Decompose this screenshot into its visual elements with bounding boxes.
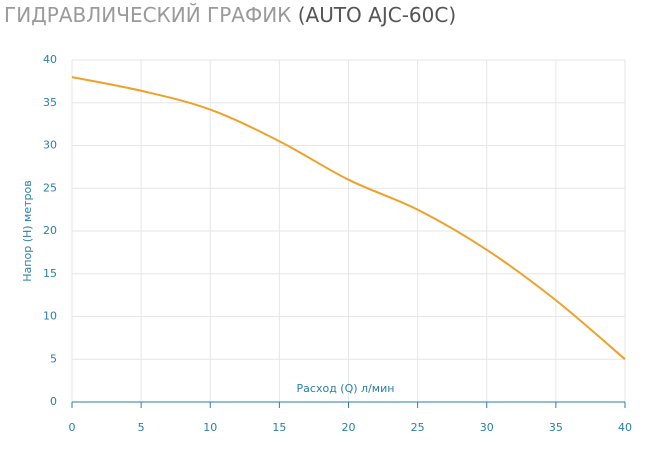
y-tick-label: 10 [43,310,57,323]
y-tick-label: 30 [43,139,57,152]
x-tick-label: 35 [549,421,563,434]
y-tick-label: 35 [43,96,57,109]
y-tick-label: 0 [50,395,57,408]
x-tick-label: 30 [480,421,494,434]
y-axis-title: Напор (H) метров [21,180,34,281]
data-line [71,76,626,361]
y-tick-label: 5 [50,352,57,365]
chart-title: ГИДРАВЛИЧЕСКИЙ ГРАФИК (AUTO AJC-60C) [4,3,456,27]
x-tick-label: 25 [411,421,425,434]
x-tick-label: 15 [272,421,286,434]
x-tick-label: 40 [618,421,632,434]
y-tick-label: 25 [43,181,57,194]
title-model: (AUTO AJC-60C) [298,3,456,27]
y-tick-label: 20 [43,224,57,237]
x-tick-label: 0 [69,421,76,434]
x-tick-label: 10 [203,421,217,434]
title-main: ГИДРАВЛИЧЕСКИЙ ГРАФИК [4,3,291,27]
y-tick-label: 15 [43,267,57,280]
x-tick-label: 20 [342,421,356,434]
y-tick-label: 40 [43,53,57,66]
x-axis-title: Расход (Q) л/мин [297,382,395,395]
x-tick-label: 5 [138,421,145,434]
